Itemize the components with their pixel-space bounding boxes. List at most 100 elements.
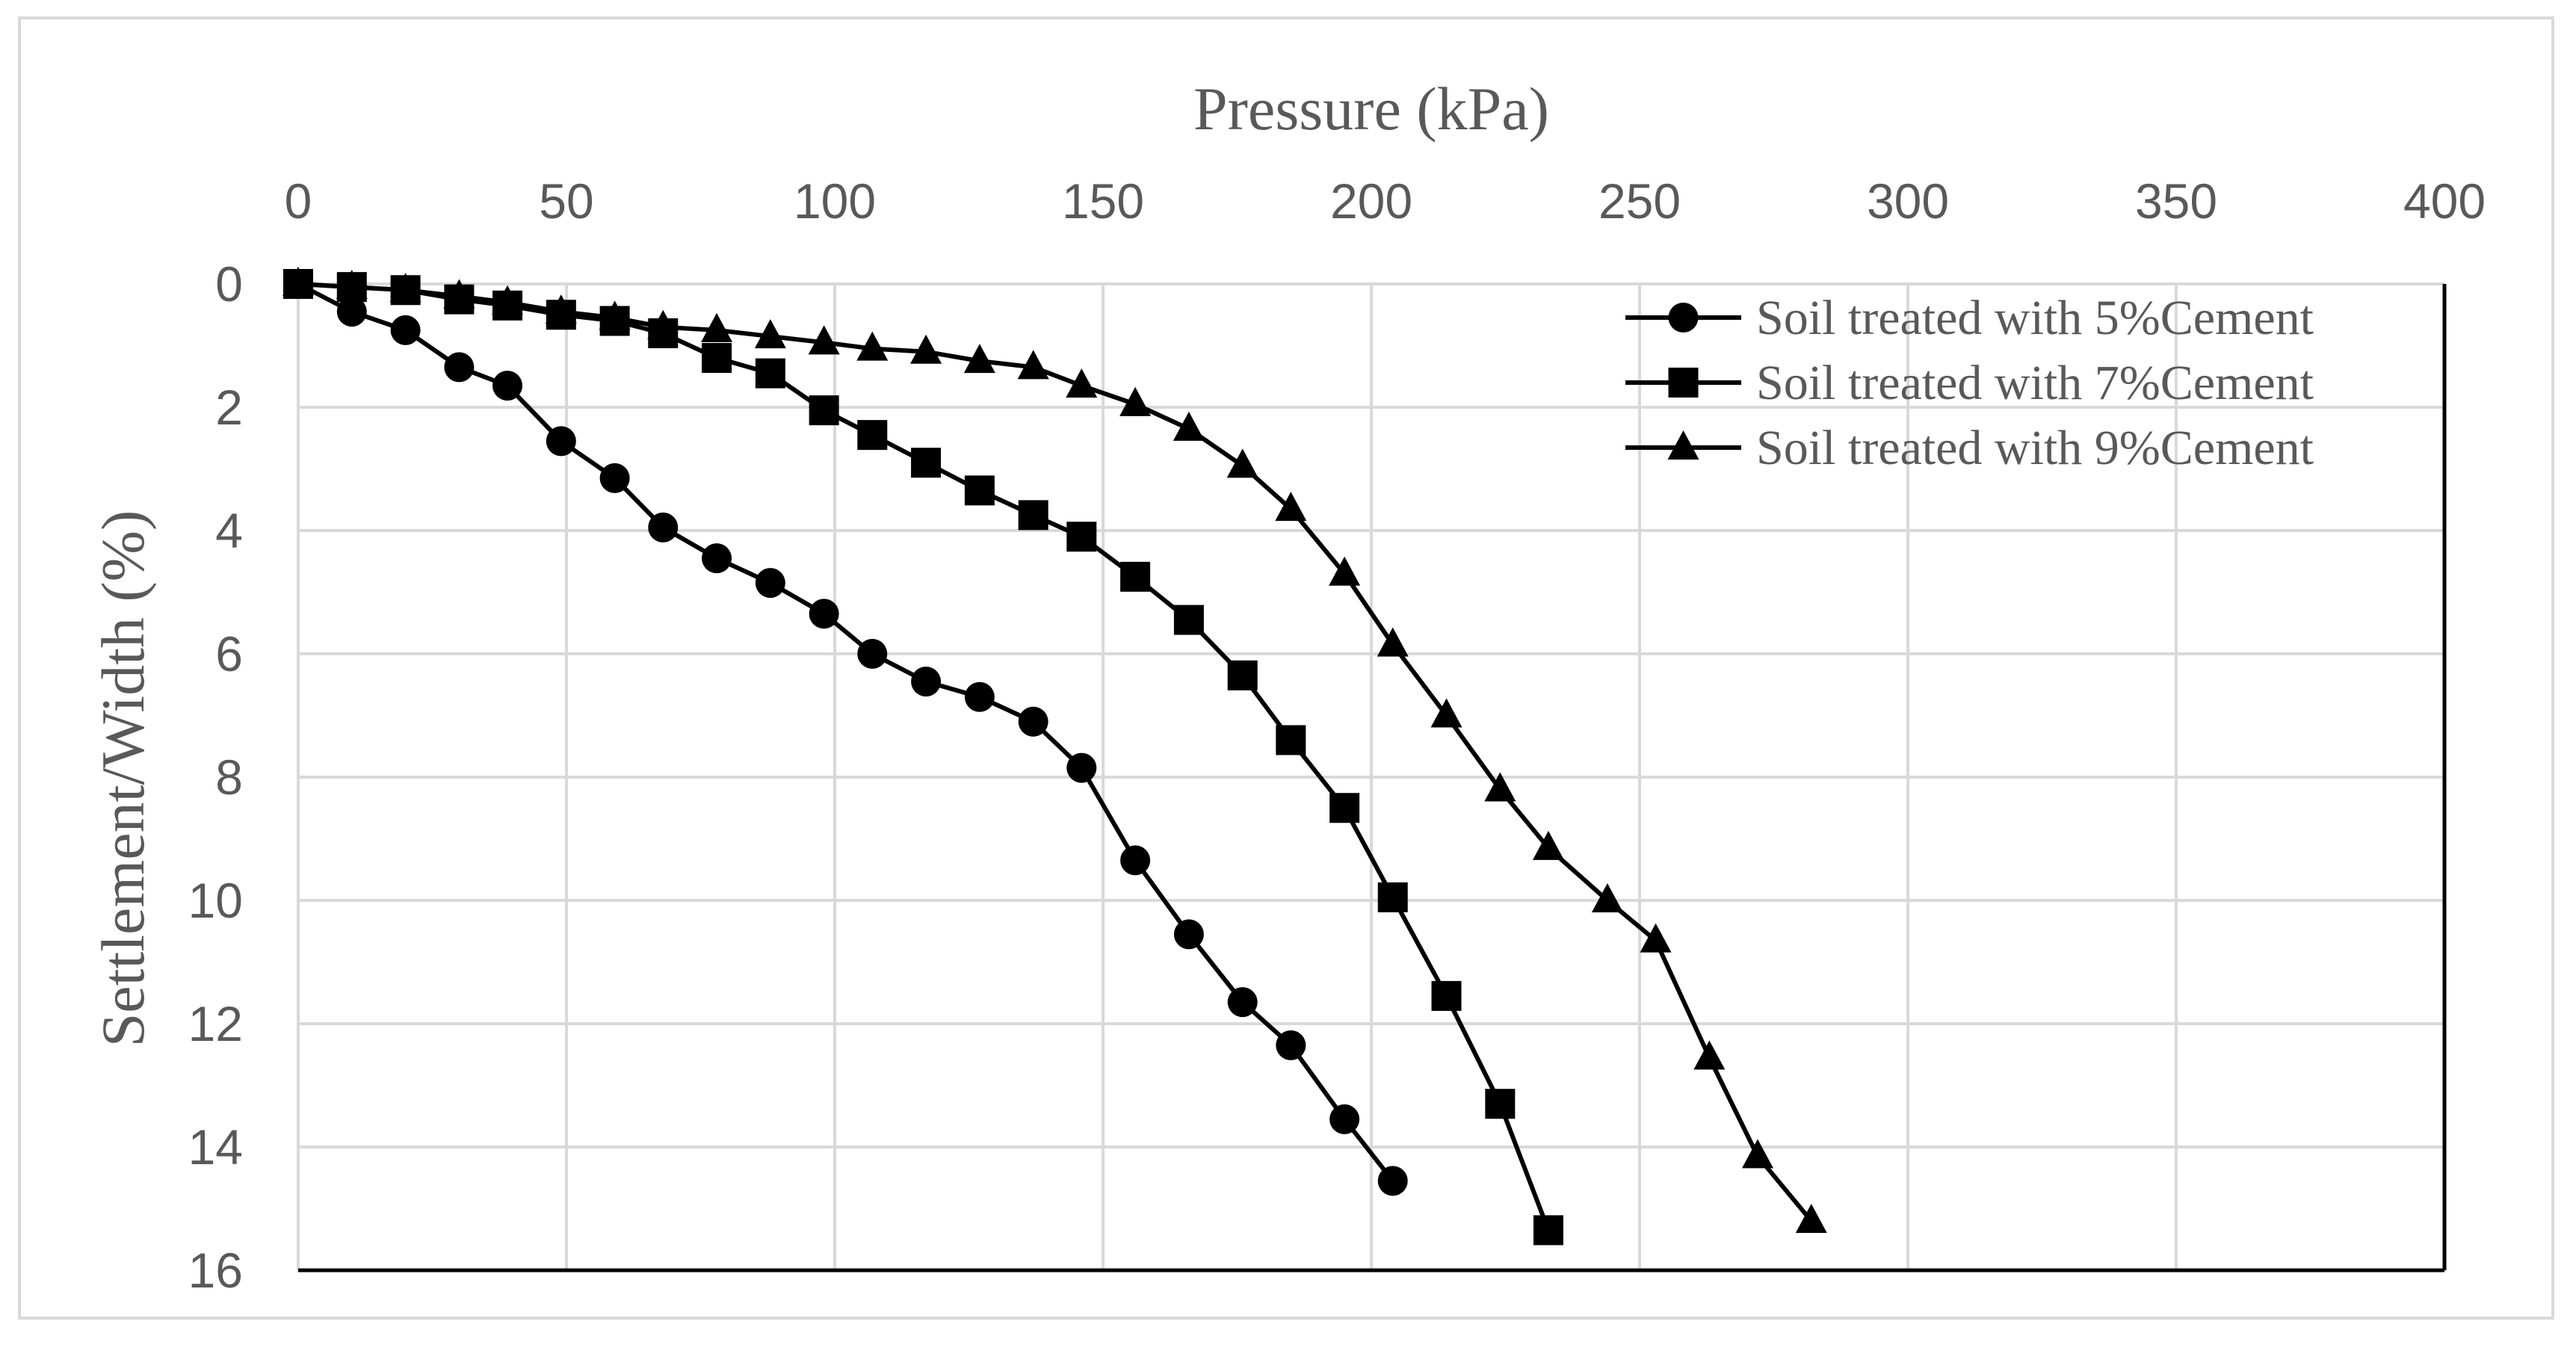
data-point-square xyxy=(857,420,888,451)
legend-marker-circle xyxy=(1668,303,1699,333)
data-point-triangle xyxy=(910,334,942,364)
data-point-circle xyxy=(1018,706,1048,737)
data-point-triangle xyxy=(1484,772,1516,802)
x-tick-label: 50 xyxy=(539,173,593,229)
data-point-circle xyxy=(702,543,732,574)
data-point-circle xyxy=(492,371,523,401)
data-point-circle xyxy=(1329,1104,1360,1134)
data-point-circle xyxy=(809,599,839,629)
y-tick-label: 4 xyxy=(215,503,243,558)
data-point-triangle xyxy=(1430,698,1462,728)
data-point-square xyxy=(1276,725,1306,755)
y-tick-label: 14 xyxy=(188,1119,243,1175)
data-point-circle xyxy=(1173,919,1204,950)
data-point-square xyxy=(1329,793,1360,823)
data-point-square xyxy=(1173,605,1204,635)
y-tick-label: 2 xyxy=(215,380,243,435)
data-point-circle xyxy=(857,639,888,669)
data-point-square xyxy=(1066,522,1097,552)
data-point-circle xyxy=(444,352,475,383)
x-tick-label: 0 xyxy=(285,173,312,229)
data-point-triangle xyxy=(1226,448,1258,478)
y-axis-title: Settlement/Width (%) xyxy=(89,510,157,1048)
legend-marker-square xyxy=(1668,368,1699,398)
x-tick-label: 400 xyxy=(2403,173,2486,229)
data-point-triangle xyxy=(1532,830,1564,860)
data-point-triangle xyxy=(1591,883,1623,912)
data-point-triangle xyxy=(492,285,524,315)
series-line-triangle xyxy=(297,282,1814,1222)
legend-label: Soil treated with 5%Cement xyxy=(1756,291,2314,345)
data-point-triangle xyxy=(856,331,889,361)
x-tick-label: 150 xyxy=(1062,173,1144,229)
data-point-circle xyxy=(390,315,421,345)
series xyxy=(282,267,1827,1246)
data-point-triangle xyxy=(701,312,733,342)
legend-entry: Soil treated with 7%Cement xyxy=(1625,356,2314,410)
data-point-square xyxy=(809,395,839,426)
series-line-circle xyxy=(297,282,1395,1183)
data-point-square xyxy=(1533,1215,1563,1246)
data-point-triangle xyxy=(1275,492,1307,522)
data-point-circle xyxy=(964,681,995,712)
data-point-circle xyxy=(911,667,942,697)
x-axis-title: Pressure (kPa) xyxy=(1193,75,1549,143)
x-tick-label: 100 xyxy=(794,173,876,229)
data-point-triangle xyxy=(545,294,577,324)
data-point-triangle xyxy=(1119,386,1152,416)
x-tick-labels: 0 50 100 150 200 250 300 350 400 xyxy=(285,173,2486,229)
data-point-triangle xyxy=(963,344,995,374)
data-point-square xyxy=(702,343,732,373)
data-point-triangle xyxy=(389,273,421,303)
data-point-triangle xyxy=(1173,411,1205,441)
y-tick-label: 6 xyxy=(215,626,243,681)
data-point-circle xyxy=(1227,987,1258,1018)
legend-marker-triangle xyxy=(1667,430,1699,460)
data-point-circle xyxy=(599,463,630,493)
chart-frame xyxy=(18,16,2554,1320)
axes xyxy=(297,282,2447,1273)
data-point-square xyxy=(911,448,942,478)
x-tick-label: 300 xyxy=(1867,173,1949,229)
data-point-triangle xyxy=(647,309,679,339)
legend-label: Soil treated with 7%Cement xyxy=(1756,356,2314,410)
legend-label: Soil treated with 9%Cement xyxy=(1756,421,2314,475)
data-point-circle xyxy=(1120,845,1151,876)
data-point-triangle xyxy=(1640,923,1672,953)
data-point-square xyxy=(755,358,785,389)
data-point-square xyxy=(1120,561,1151,592)
legend: Soil treated with 5%Cement Soil treated w… xyxy=(1625,291,2314,475)
data-point-triangle xyxy=(282,267,314,296)
data-point-square xyxy=(964,475,995,506)
data-point-triangle xyxy=(1377,627,1409,657)
data-point-triangle xyxy=(336,270,368,300)
data-point-triangle xyxy=(754,319,786,349)
data-point-circle xyxy=(336,297,367,327)
data-point-square xyxy=(1018,500,1048,531)
y-tick-labels: 0 2 4 6 8 10 12 14 16 xyxy=(188,256,243,1298)
data-point-triangle xyxy=(599,300,631,330)
data-point-triangle xyxy=(1795,1204,1827,1233)
series-triangle xyxy=(282,267,1827,1233)
data-point-square xyxy=(1431,980,1462,1011)
data-point-square xyxy=(1485,1089,1516,1119)
data-point-circle xyxy=(1377,1166,1408,1196)
data-point-circle xyxy=(1276,1030,1306,1060)
data-point-square xyxy=(1377,882,1408,912)
data-point-circle xyxy=(755,568,785,599)
data-point-triangle xyxy=(443,279,475,309)
x-tick-label: 250 xyxy=(1599,173,1681,229)
data-point-triangle xyxy=(1741,1139,1773,1169)
data-point-triangle xyxy=(1693,1040,1726,1070)
data-point-circle xyxy=(546,426,576,457)
legend-entry: Soil treated with 5%Cement xyxy=(1625,291,2314,345)
series-line-square xyxy=(297,282,1551,1231)
y-tick-label: 0 xyxy=(215,256,243,312)
y-tick-label: 8 xyxy=(215,749,243,805)
data-point-square xyxy=(1227,660,1258,690)
data-point-triangle xyxy=(808,325,840,355)
data-point-circle xyxy=(1066,752,1097,783)
y-tick-label: 16 xyxy=(188,1243,243,1298)
y-tick-label: 12 xyxy=(188,996,243,1051)
